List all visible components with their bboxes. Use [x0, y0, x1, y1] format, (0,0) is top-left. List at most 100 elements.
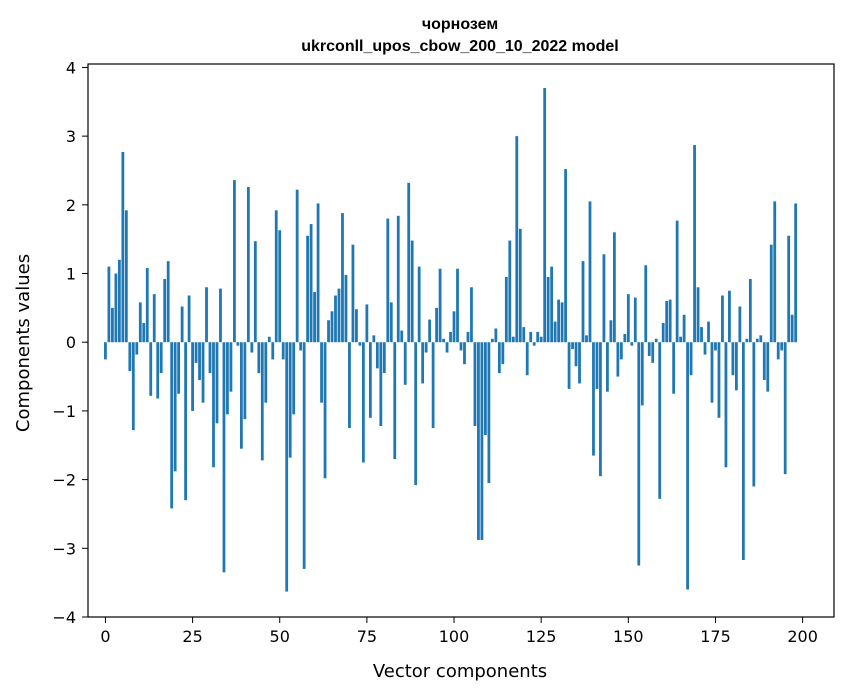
bar-107 — [477, 342, 480, 541]
bar-14 — [152, 294, 156, 343]
bar-76 — [368, 342, 372, 418]
bar-95 — [435, 307, 438, 343]
bar-97 — [442, 338, 445, 343]
bar-173 — [707, 321, 710, 343]
bar-10 — [138, 302, 142, 343]
y-tick-label: −1 — [52, 402, 76, 421]
bar-77 — [372, 335, 376, 343]
bar-21 — [177, 342, 181, 394]
bar-151 — [630, 342, 634, 346]
bar-145 — [609, 320, 613, 343]
bar-0 — [104, 342, 107, 360]
bar-118 — [515, 136, 519, 343]
bar-69 — [344, 274, 348, 343]
bar-192 — [773, 201, 777, 343]
bar-198 — [794, 203, 798, 343]
bar-99 — [449, 331, 452, 343]
x-tick-label: 50 — [270, 627, 290, 646]
bar-100 — [452, 311, 456, 343]
bar-187 — [755, 338, 759, 343]
bar-132 — [564, 169, 567, 343]
bar-137 — [581, 261, 585, 343]
bar-74 — [362, 342, 365, 463]
bar-140 — [592, 342, 595, 456]
bar-114 — [501, 342, 505, 365]
bar-113 — [497, 342, 501, 374]
bar-101 — [456, 268, 459, 343]
bar-45 — [260, 342, 264, 461]
bar-65 — [330, 311, 334, 343]
x-tick-label: 100 — [439, 627, 470, 646]
bar-19 — [170, 342, 174, 509]
bar-196 — [787, 235, 791, 343]
bar-158 — [654, 338, 658, 343]
bar-51 — [281, 342, 285, 360]
bar-28 — [201, 342, 205, 403]
bar-33 — [219, 288, 222, 343]
bar-22 — [180, 306, 184, 343]
bar-143 — [602, 254, 606, 343]
bar-5 — [121, 151, 125, 343]
bar-23 — [184, 342, 187, 501]
bar-120 — [522, 327, 526, 343]
bar-167 — [686, 342, 689, 590]
bar-181 — [735, 342, 738, 391]
bar-53 — [288, 342, 292, 458]
bar-115 — [504, 276, 508, 343]
bar-8 — [131, 342, 135, 431]
chart-title: чорнозем — [422, 16, 498, 33]
bar-136 — [578, 342, 581, 384]
bar-47 — [267, 336, 271, 343]
bar-85 — [400, 330, 404, 343]
bar-9 — [135, 342, 139, 355]
bar-153 — [637, 342, 641, 566]
bar-98 — [445, 342, 449, 353]
bar-111 — [490, 338, 494, 343]
bar-16 — [159, 342, 163, 374]
bar-72 — [355, 309, 358, 343]
bar-190 — [766, 342, 770, 392]
bar-93 — [428, 319, 432, 343]
bar-124 — [536, 331, 540, 343]
bar-64 — [327, 320, 330, 343]
bar-38 — [236, 342, 240, 346]
bar-147 — [616, 342, 620, 377]
bar-109 — [484, 342, 487, 435]
bar-2 — [111, 307, 114, 343]
bar-133 — [567, 342, 571, 389]
bar-66 — [334, 295, 337, 343]
bar-105 — [470, 287, 473, 343]
bar-18 — [166, 261, 170, 343]
bar-169 — [693, 145, 696, 343]
bar-46 — [264, 342, 268, 403]
bar-87 — [407, 182, 411, 343]
bar-144 — [606, 342, 609, 392]
bar-44 — [257, 342, 261, 374]
bar-117 — [511, 336, 515, 343]
bar-54 — [292, 342, 296, 415]
bar-148 — [619, 342, 623, 360]
bar-152 — [633, 297, 637, 343]
bar-series — [104, 88, 798, 592]
bar-179 — [728, 290, 731, 343]
y-tick-label: −4 — [52, 608, 76, 627]
bar-112 — [494, 328, 498, 343]
bar-157 — [651, 342, 655, 363]
bar-7 — [128, 342, 132, 372]
bar-180 — [731, 342, 735, 376]
bar-135 — [574, 342, 578, 367]
bar-20 — [173, 342, 177, 472]
bar-172 — [703, 342, 707, 355]
bar-176 — [717, 342, 721, 418]
bar-81 — [386, 218, 390, 343]
bar-37 — [233, 180, 236, 343]
bar-193 — [776, 342, 780, 360]
bar-96 — [438, 268, 442, 343]
bar-30 — [208, 342, 212, 374]
bar-3 — [114, 273, 118, 343]
bar-161 — [665, 301, 669, 343]
bar-36 — [229, 342, 233, 392]
x-axis-ticks: 0 25 50 75 100 125 150 175 200 — [100, 617, 818, 646]
bar-52 — [285, 342, 289, 592]
